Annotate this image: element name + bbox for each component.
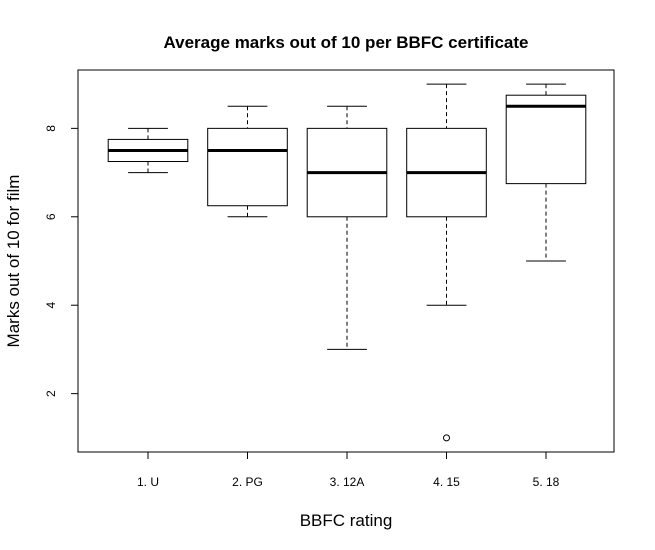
chart-title: Average marks out of 10 per BBFC certifi… — [164, 33, 529, 52]
y-tick-label: 8 — [44, 125, 58, 132]
boxes-layer — [107, 83, 587, 442]
y-tick-label: 6 — [44, 213, 58, 220]
x-tick-label: 4. 15 — [433, 475, 460, 489]
y-tick-label: 4 — [44, 302, 58, 309]
x-tick-label: 5. 18 — [533, 475, 560, 489]
y-axis-label: Marks out of 10 for film — [4, 175, 23, 348]
x-axis-label: BBFC rating — [300, 511, 393, 530]
box-group-4 — [406, 83, 487, 442]
box-group-5 — [505, 83, 587, 262]
box-group-2 — [207, 105, 288, 218]
box-group-3 — [306, 105, 388, 350]
x-tick-label: 2. PG — [232, 475, 263, 489]
x-tick-label: 3. 12A — [330, 475, 365, 489]
x-tick-label: 1. U — [137, 475, 159, 489]
box-group-1 — [107, 127, 189, 174]
y-axis: 2 4 6 8 — [44, 125, 79, 397]
iqr-box — [505, 94, 587, 185]
outlier-point — [443, 434, 450, 442]
x-axis: 1. U 2. PG 3. 12A 4. 15 5. 18 — [137, 451, 560, 489]
iqr-box — [207, 127, 288, 207]
y-tick-label: 2 — [44, 390, 58, 397]
